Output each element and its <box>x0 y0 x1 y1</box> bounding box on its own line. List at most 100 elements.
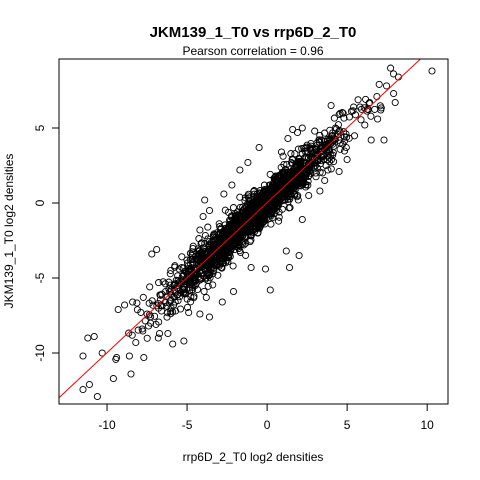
data-point <box>268 184 277 192</box>
data-point <box>284 134 292 143</box>
data-point <box>192 270 200 278</box>
x-axis-label: rrp6D_2_T0 log2 densities <box>183 450 324 464</box>
data-point <box>189 244 197 253</box>
data-point <box>179 264 187 272</box>
data-point <box>329 151 337 159</box>
data-point <box>233 232 241 240</box>
data-point <box>211 231 219 239</box>
data-point <box>312 146 320 154</box>
data-point <box>387 64 395 72</box>
data-point <box>366 98 374 107</box>
data-point <box>340 114 348 122</box>
x-tick-label: -5 <box>182 418 193 432</box>
data-point <box>157 307 166 315</box>
data-point <box>322 143 330 151</box>
data-point <box>301 168 309 176</box>
data-point <box>305 166 313 174</box>
data-point <box>376 102 384 110</box>
data-point <box>294 168 302 176</box>
data-point <box>350 103 358 111</box>
data-point <box>127 370 135 378</box>
data-point <box>148 297 156 305</box>
data-point <box>125 329 133 337</box>
y-tick-label: -10 <box>33 344 47 362</box>
data-point <box>375 80 383 88</box>
data-point <box>164 329 172 338</box>
plot-frame <box>58 58 449 405</box>
data-point <box>327 101 335 110</box>
data-point <box>225 253 233 261</box>
data-point <box>175 265 183 273</box>
data-point <box>190 292 198 300</box>
data-point <box>330 142 338 150</box>
data-point <box>330 114 338 122</box>
data-point <box>209 242 217 251</box>
data-point <box>310 165 318 173</box>
data-point <box>287 150 295 158</box>
data-point <box>275 172 283 180</box>
data-point <box>98 349 106 357</box>
data-point <box>236 247 244 255</box>
data-point <box>90 332 98 341</box>
data-point <box>125 352 133 360</box>
data-point <box>159 278 167 286</box>
data-point <box>205 237 213 246</box>
data-point <box>304 181 312 189</box>
data-point <box>224 243 233 251</box>
data-point <box>377 106 385 114</box>
data-point <box>174 272 182 280</box>
fit-line <box>59 59 422 399</box>
data-point <box>161 280 169 288</box>
data-point <box>169 340 177 348</box>
y-axis: -10 -5 0 5 <box>33 124 59 362</box>
data-point <box>93 392 101 401</box>
data-point <box>277 163 285 171</box>
data-point <box>327 156 335 164</box>
data-point <box>187 293 195 301</box>
data-point <box>198 239 206 247</box>
data-point <box>197 240 205 248</box>
data-point <box>240 229 248 237</box>
data-point <box>285 263 294 272</box>
data-point <box>205 241 213 249</box>
data-point <box>297 182 305 190</box>
data-point <box>228 213 236 221</box>
data-point <box>290 165 298 173</box>
data-point <box>389 70 398 78</box>
data-point <box>362 95 370 103</box>
data-point <box>316 187 324 195</box>
data-point <box>298 124 306 132</box>
data-point <box>204 282 212 290</box>
data-point <box>229 262 237 270</box>
data-point <box>277 148 286 156</box>
data-point <box>180 337 188 345</box>
data-point <box>293 128 302 137</box>
data-point <box>214 271 222 279</box>
data-point <box>202 250 211 258</box>
data-point <box>201 196 209 204</box>
data-point <box>128 331 136 339</box>
x-tick-label: 5 <box>344 418 351 432</box>
data-point <box>335 110 343 119</box>
data-point <box>138 325 146 333</box>
data-point <box>262 208 270 216</box>
data-point <box>238 240 246 248</box>
data-point <box>250 207 258 215</box>
data-point <box>139 293 147 301</box>
data-point <box>290 190 298 198</box>
data-point <box>289 185 297 193</box>
data-point <box>371 105 379 113</box>
data-point <box>340 133 348 141</box>
data-point <box>224 208 232 216</box>
data-point <box>283 184 291 192</box>
data-point <box>354 96 362 104</box>
data-point <box>247 220 255 228</box>
data-point <box>327 165 335 173</box>
data-point <box>155 279 163 287</box>
data-point <box>163 292 171 300</box>
data-point <box>215 239 223 248</box>
data-point <box>334 121 342 129</box>
data-point <box>308 149 316 158</box>
data-point <box>133 299 141 307</box>
x-tick-label: -10 <box>98 418 116 432</box>
